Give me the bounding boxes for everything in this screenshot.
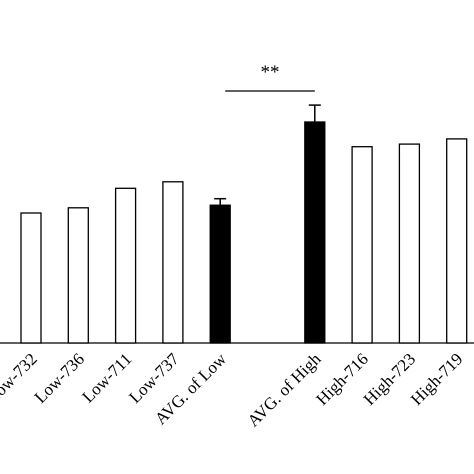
bar-3 bbox=[114, 187, 137, 344]
bar-7 bbox=[304, 121, 326, 344]
annotations-group: ** bbox=[225, 62, 315, 92]
bar-9 bbox=[398, 143, 421, 344]
bar-2 bbox=[67, 207, 89, 344]
bar-10 bbox=[446, 138, 468, 344]
tick-label-2: Low-736 bbox=[31, 349, 89, 407]
bar-8 bbox=[351, 146, 373, 344]
tick-label-3: Low-711 bbox=[78, 349, 135, 406]
bar-4 bbox=[162, 181, 184, 344]
bars-group bbox=[20, 104, 468, 344]
bar-1 bbox=[20, 212, 42, 344]
tick-label-7: AVG. of High bbox=[244, 349, 325, 430]
bar-5 bbox=[209, 204, 231, 344]
tick-label-10: High-719 bbox=[407, 349, 467, 409]
significance-label: ** bbox=[261, 62, 280, 83]
